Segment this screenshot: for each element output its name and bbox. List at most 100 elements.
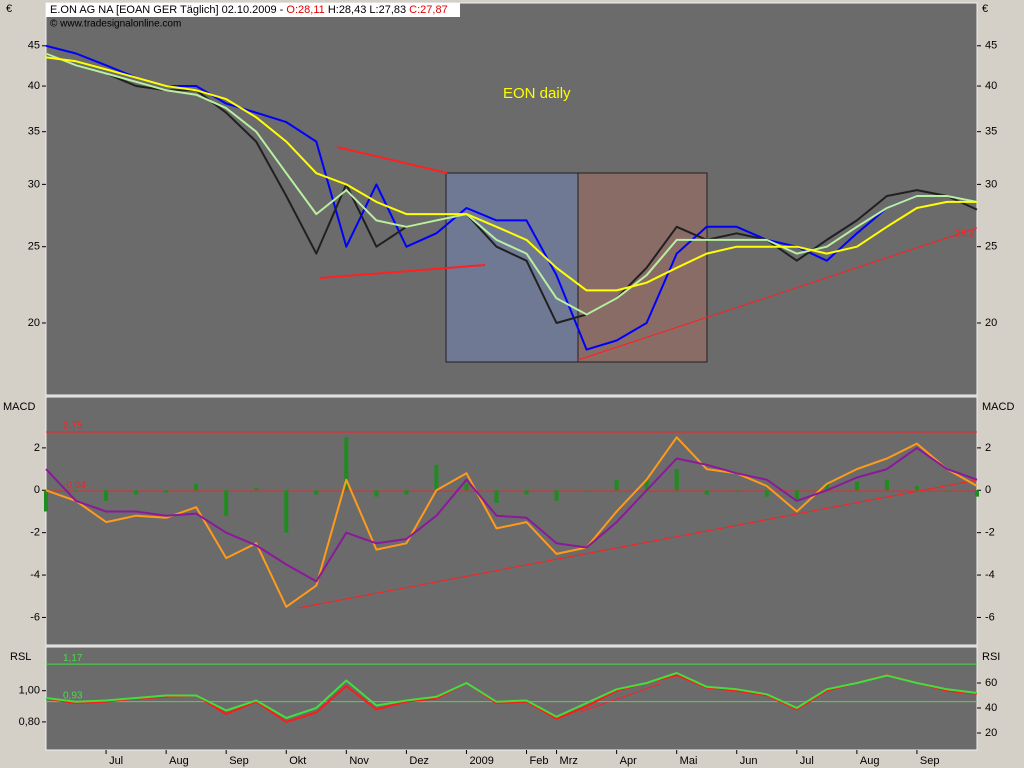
x-tick-label: 2009 xyxy=(469,755,493,767)
y-tick-label: -2 xyxy=(30,527,40,539)
histogram-bar xyxy=(794,490,799,501)
axis-unit: € xyxy=(982,3,988,15)
histogram-bar xyxy=(734,490,739,491)
series-line xyxy=(45,446,978,583)
x-tick-label: Feb xyxy=(530,755,549,767)
series-line xyxy=(45,52,978,316)
histogram-bar xyxy=(914,486,919,491)
axis-label: MACD xyxy=(3,401,35,413)
y-tick-label: 2 xyxy=(34,442,40,454)
trend-line xyxy=(319,264,486,279)
histogram-bar xyxy=(74,490,79,491)
y-tick-label: 35 xyxy=(985,126,997,138)
axis-label: RSI xyxy=(982,651,1000,663)
trend-line xyxy=(336,146,448,174)
x-tick-label: Sep xyxy=(920,755,940,767)
y-tick-label: 0 xyxy=(985,484,991,496)
histogram-bar xyxy=(134,490,139,495)
histogram-bar xyxy=(404,490,409,495)
histogram-bar xyxy=(704,490,709,495)
histogram-bar xyxy=(284,490,289,533)
x-tick-label: Sep xyxy=(229,755,249,767)
y-tick-label: 60 xyxy=(985,677,997,689)
macd-panel xyxy=(45,396,978,646)
title-text: E.ON AG NA [EOAN GER Täglich] 02.10.2009… xyxy=(50,4,284,16)
trend-line xyxy=(579,683,661,713)
histogram-bar xyxy=(254,488,259,491)
y-tick-label: -2 xyxy=(985,527,995,539)
reference-label: 2,75 xyxy=(63,421,83,432)
axis-label: MACD xyxy=(982,401,1014,413)
series-line xyxy=(45,672,978,719)
y-tick-label: 0 xyxy=(34,484,40,496)
y-tick-label: 40 xyxy=(28,80,40,92)
y-tick-label: 30 xyxy=(28,178,40,190)
y-tick-label: 2 xyxy=(985,442,991,454)
axis-label: RSL xyxy=(10,651,31,663)
histogram-bar xyxy=(764,490,769,497)
histogram-bar xyxy=(674,469,679,491)
quote-high: H:28,43 xyxy=(328,4,367,16)
series-line xyxy=(45,56,977,292)
x-tick-label: Aug xyxy=(860,755,880,767)
y-tick-label: 25 xyxy=(28,241,40,253)
x-tick-label: Jul xyxy=(800,755,814,767)
reference-label: 1,17 xyxy=(63,653,83,664)
x-tick-label: Dez xyxy=(409,755,429,767)
histogram-bar xyxy=(854,481,859,491)
y-tick-label: 1,00 xyxy=(19,685,40,697)
x-tick-label: Jun xyxy=(740,755,758,767)
y-tick-label: 20 xyxy=(985,727,997,739)
histogram-bar xyxy=(194,483,199,491)
histogram-bar xyxy=(494,490,499,503)
y-tick-label: 40 xyxy=(985,80,997,92)
y-tick-label: 20 xyxy=(985,317,997,329)
y-tick-label: 0,80 xyxy=(19,716,40,728)
histogram-bar xyxy=(164,490,169,493)
trend-line xyxy=(577,227,978,361)
histogram-bar xyxy=(104,490,109,501)
histogram-bar xyxy=(224,490,229,516)
y-tick-label: -4 xyxy=(985,569,995,581)
y-tick-label: 35 xyxy=(28,126,40,138)
quote-open: O:28,11 xyxy=(286,4,324,16)
axis-unit: € xyxy=(6,3,12,15)
y-tick-label: 30 xyxy=(985,178,997,190)
histogram-bar xyxy=(44,490,48,512)
y-tick-label: 20 xyxy=(28,317,40,329)
rsl-panel xyxy=(45,646,978,751)
annotation: EON daily xyxy=(503,85,571,102)
x-tick-label: Nov xyxy=(349,755,369,767)
histogram-bar xyxy=(975,490,979,497)
histogram-bar xyxy=(314,490,319,495)
histogram-bar xyxy=(584,490,589,491)
histogram-bar xyxy=(524,490,529,495)
source: © www.tradesignalonline.com xyxy=(50,19,181,30)
title-bar xyxy=(46,3,460,17)
y-tick-label: 45 xyxy=(28,40,40,52)
histogram-bar xyxy=(944,490,949,491)
x-tick-label: Okt xyxy=(289,755,306,767)
histogram-bar xyxy=(344,437,349,491)
quote-close: C:27,87 xyxy=(409,4,448,16)
y-tick-label: 45 xyxy=(985,40,997,52)
x-tick-label: Jul xyxy=(109,755,123,767)
series-line xyxy=(45,44,978,351)
quote-low: L:27,83 xyxy=(369,4,406,16)
histogram-bar xyxy=(464,483,469,491)
histogram-bar xyxy=(374,490,379,497)
series-line xyxy=(45,52,978,324)
reference-label: 0,93 xyxy=(63,690,83,701)
y-tick-label: -4 xyxy=(30,569,40,581)
histogram-bar xyxy=(614,479,619,491)
x-tick-label: Aug xyxy=(169,755,189,767)
price-panel xyxy=(45,2,978,396)
histogram-bar xyxy=(554,490,559,501)
x-tick-label: Apr xyxy=(620,755,637,767)
end-label: 26,2 xyxy=(955,229,975,240)
x-tick-label: Mrz xyxy=(560,755,578,767)
histogram-bar xyxy=(824,483,829,491)
y-tick-label: -6 xyxy=(30,611,40,623)
highlight-box xyxy=(577,172,708,363)
